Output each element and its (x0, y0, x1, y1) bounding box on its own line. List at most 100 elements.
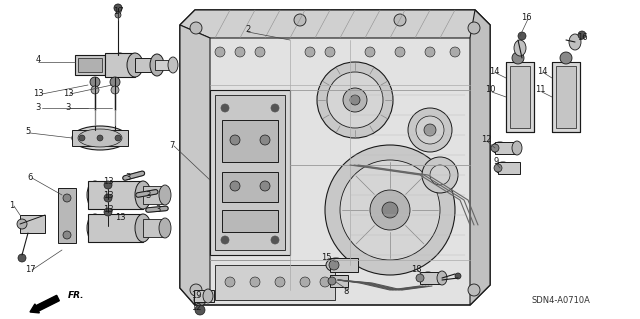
Circle shape (250, 277, 260, 287)
Text: 8: 8 (343, 287, 349, 296)
Text: 17: 17 (25, 265, 35, 275)
Circle shape (382, 202, 398, 218)
Circle shape (221, 104, 229, 112)
Ellipse shape (72, 126, 128, 150)
Polygon shape (180, 25, 210, 305)
Bar (135, 58, 157, 72)
Circle shape (494, 164, 502, 172)
Bar (215, 265, 335, 300)
Text: 6: 6 (28, 174, 33, 182)
Circle shape (91, 86, 99, 94)
Bar (58, 188, 76, 243)
Bar (222, 120, 278, 162)
Circle shape (235, 47, 245, 57)
Text: 18: 18 (411, 265, 421, 275)
Circle shape (104, 194, 112, 202)
Circle shape (365, 47, 375, 57)
Bar (420, 272, 442, 284)
Text: 16: 16 (521, 13, 531, 23)
Text: 3: 3 (125, 174, 131, 182)
Circle shape (275, 277, 285, 287)
Circle shape (230, 135, 240, 145)
Polygon shape (210, 90, 290, 255)
Ellipse shape (112, 53, 128, 77)
Circle shape (430, 165, 450, 185)
Text: 13: 13 (63, 90, 74, 99)
Circle shape (329, 260, 339, 270)
Ellipse shape (203, 289, 213, 303)
Circle shape (424, 124, 436, 136)
Ellipse shape (326, 258, 346, 272)
Circle shape (114, 4, 122, 12)
Ellipse shape (437, 271, 447, 285)
Circle shape (455, 273, 461, 279)
Circle shape (17, 219, 27, 229)
Circle shape (468, 22, 480, 34)
Text: 10: 10 (484, 85, 495, 94)
Circle shape (115, 12, 121, 18)
Circle shape (63, 194, 71, 202)
Circle shape (104, 208, 112, 216)
Bar (495, 142, 517, 154)
Circle shape (110, 77, 120, 87)
Text: 7: 7 (170, 140, 175, 150)
Ellipse shape (78, 129, 122, 147)
Bar (194, 290, 214, 302)
Text: 12: 12 (191, 303, 201, 313)
Text: 3: 3 (156, 205, 161, 214)
Text: 1: 1 (10, 202, 15, 211)
Ellipse shape (87, 214, 103, 242)
Text: 3: 3 (65, 102, 70, 112)
Text: 3: 3 (35, 102, 41, 112)
Circle shape (395, 47, 405, 57)
Text: 13: 13 (115, 213, 125, 222)
Bar (88, 181, 143, 209)
Circle shape (343, 88, 367, 112)
Ellipse shape (87, 181, 103, 209)
Circle shape (104, 181, 112, 189)
Bar (75, 55, 105, 75)
Circle shape (578, 31, 586, 39)
Bar (330, 258, 358, 272)
Bar (222, 210, 278, 232)
Circle shape (422, 157, 458, 193)
Circle shape (221, 236, 229, 244)
Text: 13: 13 (102, 191, 113, 201)
Bar (215, 95, 285, 250)
Circle shape (255, 47, 265, 57)
Ellipse shape (127, 53, 143, 77)
Bar (506, 62, 534, 132)
Text: SDN4-A0710A: SDN4-A0710A (531, 296, 590, 305)
Circle shape (294, 14, 306, 26)
Circle shape (111, 86, 119, 94)
Circle shape (416, 116, 444, 144)
Circle shape (195, 305, 205, 315)
Circle shape (325, 145, 455, 275)
Polygon shape (180, 10, 490, 305)
Ellipse shape (135, 181, 151, 209)
Circle shape (340, 160, 440, 260)
Ellipse shape (135, 214, 151, 242)
Bar (552, 62, 580, 132)
Bar (330, 275, 348, 287)
Bar (222, 172, 278, 202)
Bar (155, 60, 173, 70)
Bar (105, 53, 135, 77)
Circle shape (327, 72, 383, 128)
Bar (556, 66, 576, 128)
Ellipse shape (492, 142, 508, 154)
Polygon shape (470, 10, 490, 305)
Circle shape (194, 294, 206, 306)
Circle shape (320, 277, 330, 287)
Text: 5: 5 (26, 128, 31, 137)
Bar (72, 130, 128, 146)
Ellipse shape (150, 54, 164, 76)
Bar (143, 186, 165, 204)
Bar (510, 66, 530, 128)
Circle shape (408, 108, 452, 152)
Text: 13: 13 (33, 90, 44, 99)
Circle shape (79, 135, 85, 141)
Text: 17: 17 (113, 8, 124, 17)
Circle shape (115, 135, 121, 141)
Circle shape (97, 135, 103, 141)
